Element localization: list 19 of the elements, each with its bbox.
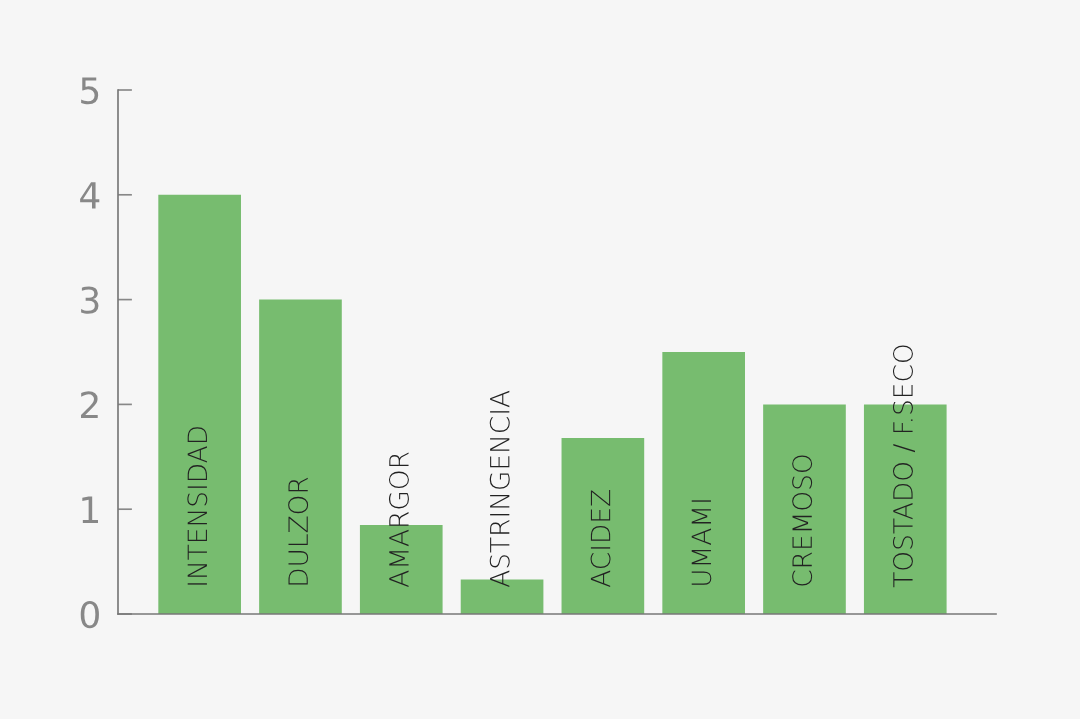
bar xyxy=(158,194,241,614)
y-tick-label: 2 xyxy=(81,391,98,419)
x-tick-label: DULZOR xyxy=(288,477,309,585)
bar xyxy=(259,299,342,614)
y-tick-label: 1 xyxy=(82,496,98,523)
y-tick-label: 3 xyxy=(81,286,99,314)
y-tick-label: 4 xyxy=(80,182,100,209)
bar xyxy=(662,352,745,614)
x-tick-label: ASTRINGENCIA xyxy=(489,390,510,588)
y-tick-label: 0 xyxy=(80,600,99,629)
y-tick-label: 5 xyxy=(81,77,99,105)
x-tick-label: TOSTADO / F.SECO xyxy=(892,345,916,588)
bar xyxy=(561,437,645,614)
x-tick-label: CREMOSO xyxy=(792,455,813,586)
bar xyxy=(763,404,846,614)
x-tick-label: ACIDEZ xyxy=(590,490,611,588)
x-tick-label: UMAMI xyxy=(691,500,712,585)
x-tick-label: INTENSIDAD xyxy=(187,427,208,585)
x-tick-label: AMARGOR xyxy=(388,452,409,588)
